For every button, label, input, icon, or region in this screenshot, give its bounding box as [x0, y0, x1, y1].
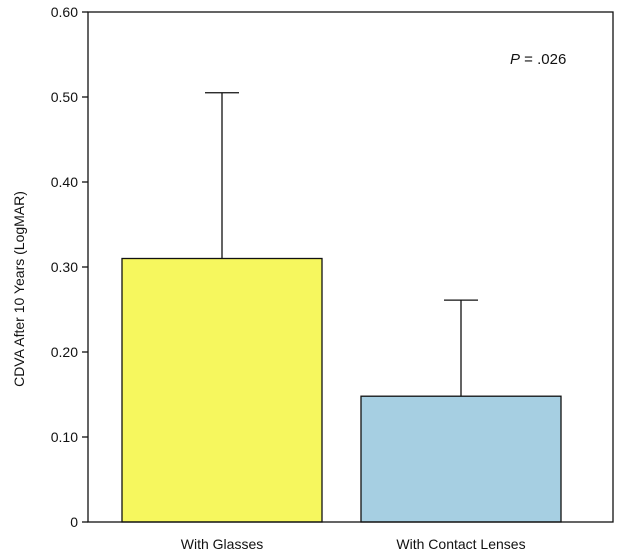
y-tick-label: 0.30 [51, 259, 78, 275]
error-bars-layer [205, 92, 478, 397]
x-tick-label: With Contact Lenses [396, 536, 525, 552]
x-tick-label: With Glasses [181, 536, 263, 552]
p-value-text: = .026 [520, 51, 566, 68]
x-axis: With Glasses With Contact Lenses [181, 536, 526, 552]
y-tick-label: 0.40 [51, 174, 78, 190]
p-value-symbol: P [510, 51, 520, 68]
bars-layer [121, 257, 562, 523]
error-bar-1 [205, 92, 239, 259]
y-tick-label: 0.10 [51, 429, 78, 445]
y-tick-label: 0 [70, 514, 78, 530]
bar-2 [360, 395, 562, 523]
p-value-annotation: P = .026 [510, 51, 566, 68]
y-tick-label: 0.50 [51, 89, 78, 105]
y-axis-title: CDVA After 10 Years (LogMAR) [11, 191, 27, 387]
bar-1 [121, 257, 323, 523]
y-tick-label: 0.60 [51, 4, 78, 20]
y-axis: 0 0.10 0.20 0.30 0.40 0.50 0.60 [51, 4, 88, 530]
y-tick-label: 0.20 [51, 344, 78, 360]
error-bar-2 [444, 299, 478, 397]
